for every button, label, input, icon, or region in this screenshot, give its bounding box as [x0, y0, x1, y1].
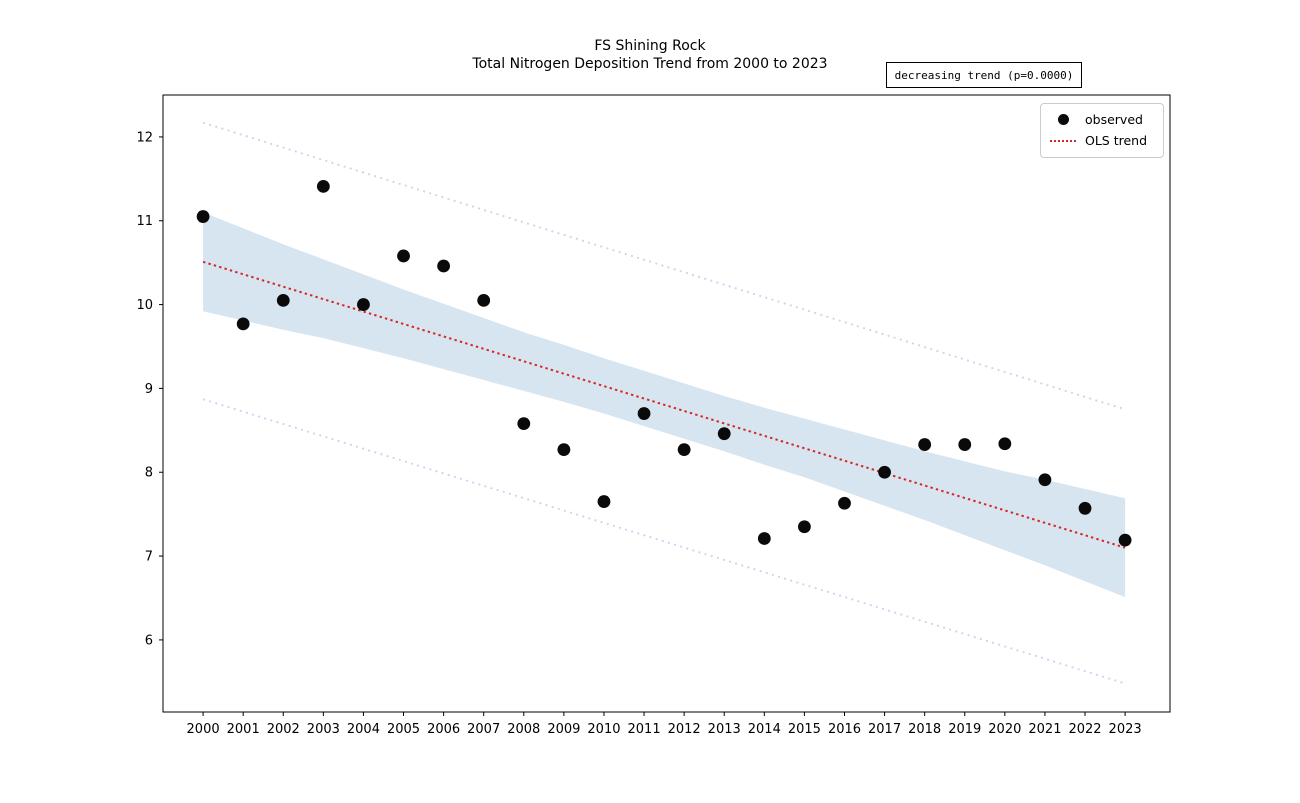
- chart-title-line2: Total Nitrogen Deposition Trend from 200…: [472, 56, 828, 72]
- legend-item-ols-trend: OLS trend: [1050, 130, 1153, 151]
- data-point: [677, 443, 691, 457]
- legend-observed-label: observed: [1085, 112, 1143, 127]
- data-point: [878, 465, 891, 479]
- x-tick-label: 2021: [1028, 722, 1061, 737]
- legend-trend-label: OLS trend: [1085, 133, 1148, 148]
- y-tick-label: 6: [145, 633, 153, 648]
- y-tick-label: 9: [145, 382, 153, 397]
- observed-marker-icon: [1057, 114, 1069, 125]
- chart-title: FS Shining Rock Total Nitrogen Depositio…: [0, 37, 1300, 73]
- ols-trend-line-icon: [1050, 139, 1076, 142]
- prediction-interval-lower-line: [202, 398, 1126, 685]
- x-tick-label: 2012: [668, 722, 701, 737]
- data-point: [316, 179, 330, 193]
- data-point: [717, 427, 731, 441]
- data-point: [998, 437, 1012, 451]
- data-point: [196, 210, 210, 223]
- data-point: [637, 407, 651, 420]
- ols-trend-line: [202, 260, 1126, 549]
- data-point: [798, 520, 811, 534]
- data-point: [757, 532, 771, 545]
- data-point: [397, 249, 410, 263]
- x-tick-label: 2010: [587, 722, 620, 737]
- x-tick-label: 2018: [908, 722, 941, 737]
- y-tick-label: 11: [136, 214, 153, 229]
- data-point: [838, 496, 851, 510]
- x-tick-label: 2022: [1068, 722, 1101, 737]
- data-point: [477, 293, 491, 307]
- chart-title-line1: FS Shining Rock: [594, 38, 706, 54]
- data-point: [958, 438, 972, 451]
- x-tick-label: 2011: [628, 722, 661, 737]
- x-tick-label: 2015: [788, 722, 821, 737]
- y-tick-label: 8: [145, 466, 153, 481]
- data-point: [918, 438, 932, 451]
- data-point: [236, 317, 250, 331]
- y-tick-label: 10: [136, 298, 153, 313]
- legend: observed OLS trend: [1040, 103, 1164, 158]
- x-tick-label: 2023: [1109, 722, 1142, 737]
- data-point: [437, 259, 451, 273]
- x-tick-label: 2008: [507, 722, 540, 737]
- legend-item-observed: observed: [1050, 109, 1153, 130]
- trend-annotation: decreasing trend (p=0.0000): [886, 62, 1082, 88]
- y-tick-label: 7: [145, 550, 153, 565]
- x-tick-label: 2005: [387, 722, 420, 737]
- data-point: [1118, 533, 1132, 547]
- x-tick-label: 2006: [427, 722, 460, 737]
- data-point: [597, 495, 611, 508]
- data-point: [1038, 473, 1052, 487]
- x-tick-label: 2003: [307, 722, 340, 737]
- x-tick-label: 2000: [187, 722, 220, 737]
- x-tick-label: 2013: [708, 722, 741, 737]
- x-tick-label: 2017: [868, 722, 901, 737]
- data-point: [357, 298, 370, 311]
- data-point: [557, 443, 571, 457]
- x-tick-label: 2014: [748, 722, 781, 737]
- x-tick-label: 2016: [828, 722, 861, 737]
- x-tick-label: 2001: [227, 722, 260, 737]
- x-tick-label: 2007: [467, 722, 500, 737]
- x-tick-label: 2019: [948, 722, 981, 737]
- data-point: [517, 417, 531, 431]
- prediction-interval-upper-line: [202, 121, 1126, 411]
- axes-frame: [162, 94, 1171, 713]
- data-point: [276, 293, 290, 307]
- data-point: [1078, 501, 1092, 515]
- x-tick-label: 2002: [267, 722, 300, 737]
- y-tick-label: 12: [136, 130, 153, 145]
- x-tick-label: 2004: [347, 722, 380, 737]
- x-tick-label: 2020: [988, 722, 1021, 737]
- x-tick-label: 2009: [547, 722, 580, 737]
